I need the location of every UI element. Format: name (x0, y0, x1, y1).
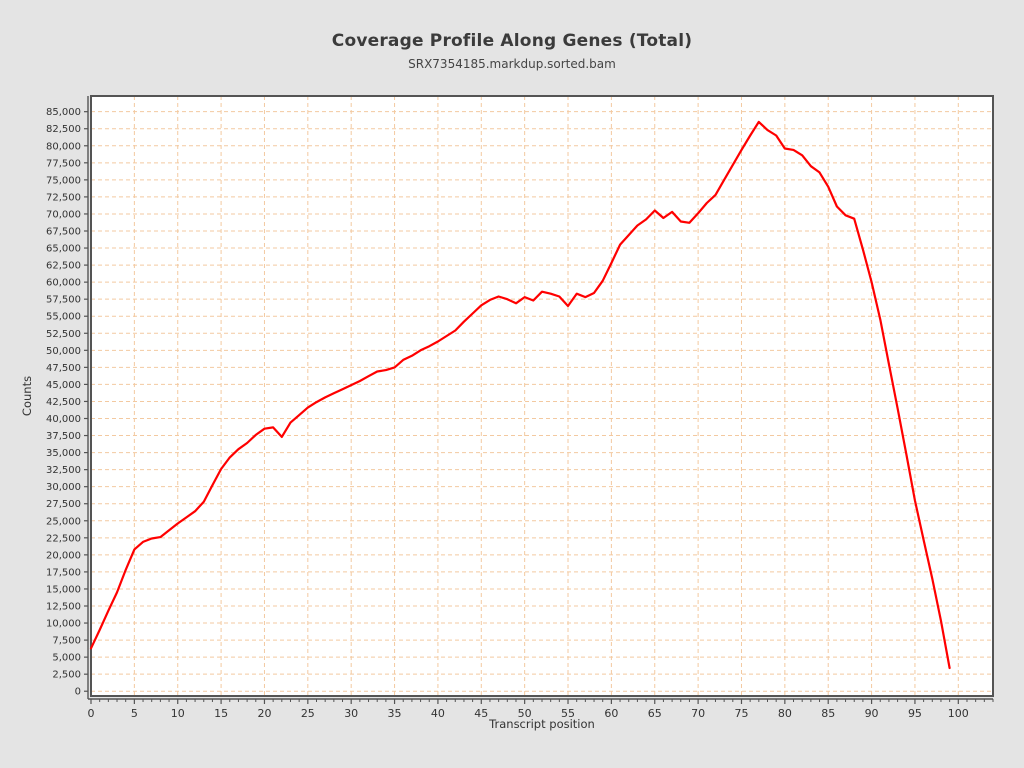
x-tick-label: 50 (518, 707, 532, 720)
x-tick-label: 60 (604, 707, 618, 720)
y-tick-label: 57,500 (46, 295, 81, 306)
y-tick-label: 70,000 (46, 209, 81, 220)
y-tick-label: 7,500 (52, 636, 81, 647)
y-tick-label: 30,000 (46, 482, 81, 493)
y-tick-label: 85,000 (46, 107, 81, 118)
y-tick-label: 12,500 (46, 602, 81, 613)
x-tick-label: 30 (344, 707, 358, 720)
y-tick-label: 22,500 (46, 533, 81, 544)
y-tick-label: 47,500 (46, 363, 81, 374)
y-tick-label: 52,500 (46, 329, 81, 340)
y-tick-label: 40,000 (46, 414, 81, 425)
y-tick-label: 2,500 (52, 670, 81, 681)
x-tick-label: 20 (257, 707, 271, 720)
y-tick-label: 10,000 (46, 619, 81, 630)
y-tick-label: 20,000 (46, 550, 81, 561)
y-tick-label: 5,000 (52, 653, 81, 664)
x-tick-label: 85 (821, 707, 835, 720)
y-tick-label: 42,500 (46, 397, 81, 408)
plot-area (91, 96, 993, 696)
y-tick-label: 67,500 (46, 227, 81, 238)
y-tick-label: 45,000 (46, 380, 81, 391)
y-tick-label: 25,000 (46, 516, 81, 527)
x-tick-label: 65 (648, 707, 662, 720)
x-axis-title: Transcript position (488, 717, 595, 731)
y-tick-label: 32,500 (46, 465, 81, 476)
x-tick-label: 55 (561, 707, 575, 720)
y-tick-label: 65,000 (46, 244, 81, 255)
x-tick-label: 10 (171, 707, 185, 720)
y-tick-label: 37,500 (46, 431, 81, 442)
plot-border (90, 95, 994, 697)
y-tick-label: 35,000 (46, 448, 81, 459)
y-axis-title: Counts (20, 376, 34, 416)
x-tick-label: 45 (474, 707, 488, 720)
y-tick-label: 62,500 (46, 261, 81, 272)
x-tick-label: 90 (865, 707, 879, 720)
y-tick-label: 0 (75, 687, 81, 698)
y-tick-label: 82,500 (46, 124, 81, 135)
x-tick-label: 0 (88, 707, 95, 720)
y-tick-label: 55,000 (46, 312, 81, 323)
y-tick-label: 72,500 (46, 192, 81, 203)
x-tick-label: 15 (214, 707, 228, 720)
y-tick-label: 77,500 (46, 158, 81, 169)
y-tick-label: 75,000 (46, 175, 81, 186)
x-tick-label: 80 (778, 707, 792, 720)
x-tick-label: 95 (908, 707, 922, 720)
coverage-line (89, 120, 951, 670)
y-tick-label: 15,000 (46, 584, 81, 595)
x-tick-label: 35 (388, 707, 402, 720)
chart-subtitle: SRX7354185.markdup.sorted.bam (408, 57, 616, 71)
y-tick-label: 80,000 (46, 141, 81, 152)
x-tick-label: 5 (131, 707, 138, 720)
x-tick-label: 70 (691, 707, 705, 720)
x-tick-label: 100 (948, 707, 969, 720)
x-tick-label: 40 (431, 707, 445, 720)
chart-title: Coverage Profile Along Genes (Total) (331, 31, 693, 51)
y-tick-label: 50,000 (46, 346, 81, 357)
y-tick-label: 60,000 (46, 278, 81, 289)
x-tick-label: 75 (734, 707, 748, 720)
y-tick-label: 17,500 (46, 567, 81, 578)
x-tick-label: 25 (301, 707, 315, 720)
y-tick-label: 27,500 (46, 499, 81, 510)
